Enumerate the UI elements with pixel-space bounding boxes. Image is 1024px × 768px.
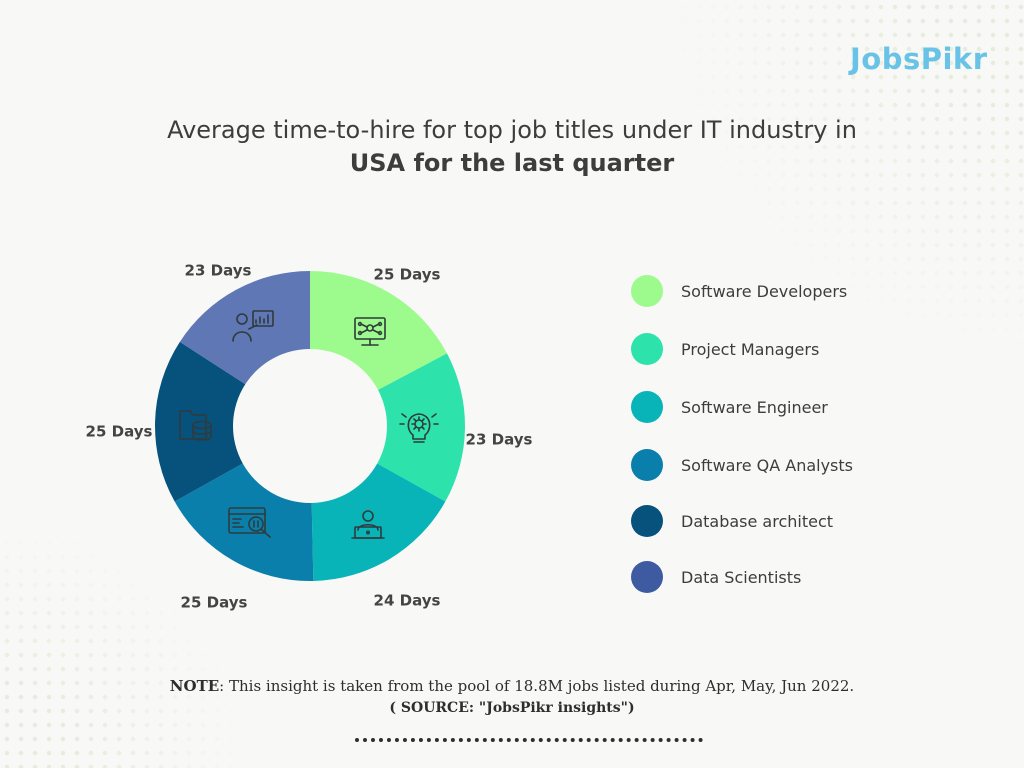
legend-swatch [631, 561, 663, 593]
footnote: NOTE: This insight is taken from the poo… [0, 677, 1024, 695]
data-label-software-engineer: 24 Days [374, 592, 441, 610]
dotted-divider [355, 738, 703, 742]
code-search-icon [228, 507, 271, 538]
legend-swatch [631, 391, 663, 423]
legend-label: Data Scientists [681, 567, 802, 587]
legend-swatch [631, 449, 663, 481]
jobspikr-logo: JobsPikr [850, 42, 988, 76]
decorative-dot-pattern-bottom-left [0, 508, 240, 768]
donut-slice-data-scientists [179, 271, 310, 385]
legend-item-software-engineer: Software Engineer [631, 390, 828, 424]
legend-swatch [631, 505, 663, 537]
data-label-software-qa-analysts: 25 Days [181, 594, 248, 612]
legend-item-project-managers: Project Managers [631, 332, 819, 366]
chart-title-line1: Average time-to-hire for top job titles … [167, 116, 857, 144]
donut-slice-software-qa-analysts [174, 463, 314, 581]
legend-item-database-architect: Database architect [631, 504, 833, 538]
legend-item-data-scientists: Data Scientists [631, 560, 801, 594]
note-label: NOTE [169, 677, 220, 695]
monitor-network-icon [354, 317, 386, 346]
legend-label: Software QA Analysts [681, 455, 853, 475]
donut-slice-software-developers [310, 271, 447, 390]
data-label-project-managers: 23 Days [466, 431, 533, 449]
legend-label: Software Engineer [681, 397, 828, 417]
note-text: : This insight is taken from the pool of… [219, 677, 855, 695]
presenter-chart-icon [232, 310, 274, 342]
folder-database-icon [179, 410, 212, 441]
lightbulb-gear-icon [399, 413, 439, 443]
data-label-database-architect: 25 Days [86, 423, 153, 441]
legend-label: Database architect [681, 511, 834, 531]
data-label-software-developers: 25 Days [374, 266, 441, 284]
decorative-dot-pattern-top-right [664, 0, 1024, 360]
data-label-data-scientists: 23 Days [185, 262, 252, 280]
legend-label: Software Developers [681, 281, 848, 301]
legend-swatch [631, 275, 663, 307]
developer-laptop-icon [351, 510, 385, 539]
legend-swatch [631, 333, 663, 365]
source-citation: ( SOURCE: "JobsPikr insights") [389, 700, 635, 716]
chart-title-line2: USA for the last quarter [349, 149, 675, 177]
legend-item-software-developers: Software Developers [631, 274, 847, 308]
legend-item-software-qa-analysts: Software QA Analysts [631, 448, 853, 482]
donut-slice-software-engineer [311, 463, 446, 581]
legend-label: Project Managers [681, 339, 820, 359]
